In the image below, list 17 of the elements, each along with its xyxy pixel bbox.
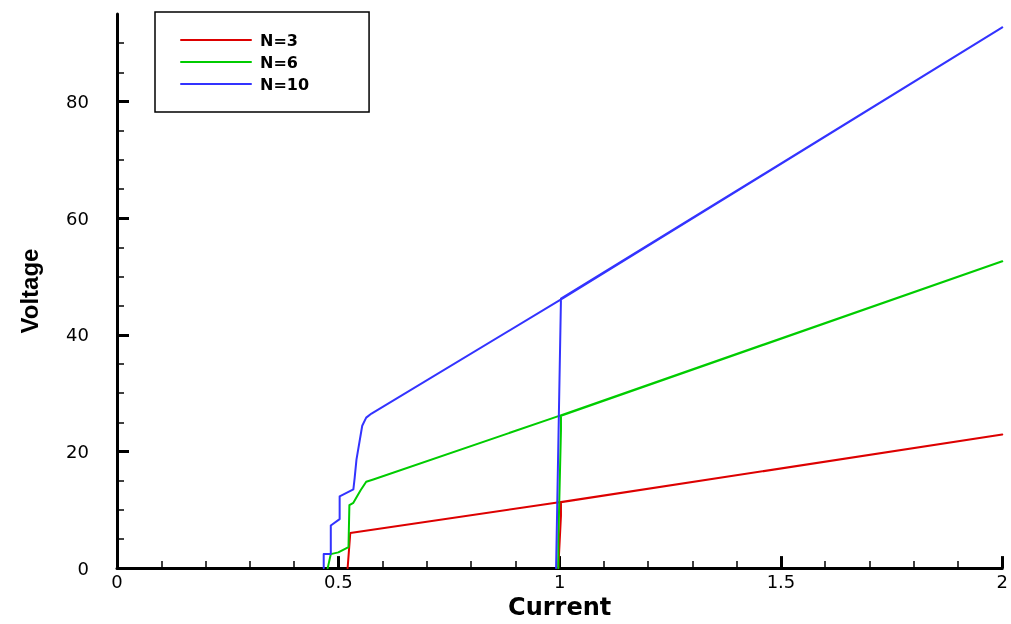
legend-label: N=10 bbox=[260, 74, 310, 94]
line-series bbox=[326, 260, 1004, 570]
line-series bbox=[322, 26, 1004, 570]
x-tick-label: 1.5 bbox=[766, 570, 796, 592]
y-tick-label: 60 bbox=[66, 207, 89, 229]
legend-label: N=3 bbox=[260, 30, 298, 50]
line-series bbox=[346, 433, 1004, 570]
y-tick-label: 20 bbox=[66, 440, 89, 462]
x-tick-label: 0.5 bbox=[324, 570, 353, 592]
x-tick-label: 0 bbox=[111, 570, 123, 592]
legend-label: N=6 bbox=[260, 52, 298, 72]
x-tick-label: 2 bbox=[996, 570, 1008, 592]
x-axis-title: Current bbox=[508, 593, 612, 621]
y-tick-label: 40 bbox=[66, 324, 89, 346]
y-axis-title: Voltage bbox=[15, 248, 43, 334]
y-tick-label: 80 bbox=[66, 90, 89, 112]
x-tick-label: 1 bbox=[553, 570, 566, 592]
